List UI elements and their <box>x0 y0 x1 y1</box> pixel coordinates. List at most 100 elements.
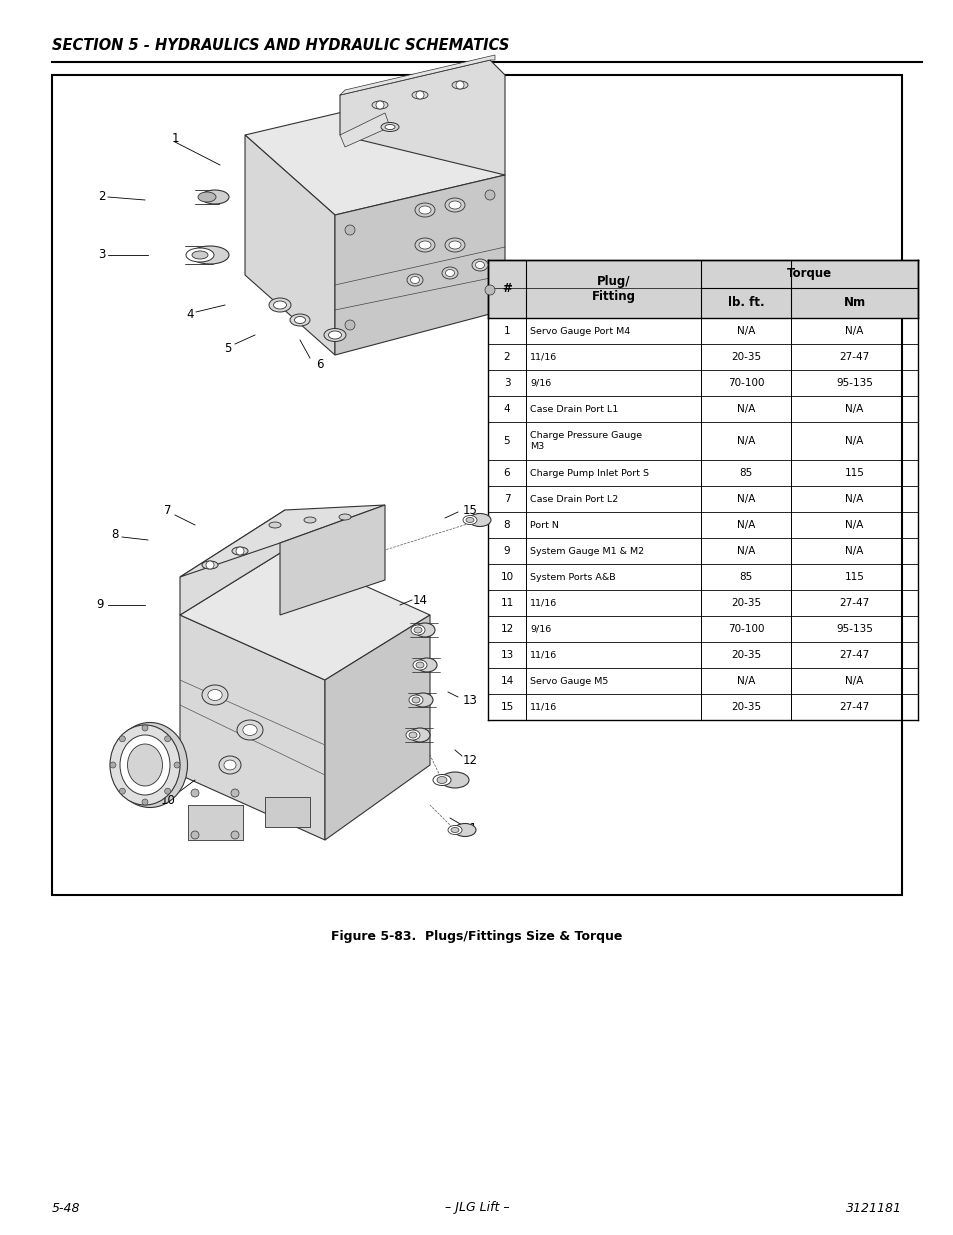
Text: Nm: Nm <box>842 296 864 310</box>
Ellipse shape <box>269 522 281 529</box>
Circle shape <box>345 320 355 330</box>
Circle shape <box>191 789 199 797</box>
Ellipse shape <box>110 725 180 805</box>
Circle shape <box>142 725 148 731</box>
Text: 9/16: 9/16 <box>530 625 551 634</box>
Ellipse shape <box>385 125 395 130</box>
Circle shape <box>165 788 171 794</box>
Ellipse shape <box>409 732 416 739</box>
Bar <box>188 805 243 840</box>
Text: Case Drain Port L2: Case Drain Port L2 <box>530 494 618 504</box>
Text: 2: 2 <box>98 190 106 204</box>
Ellipse shape <box>202 561 218 569</box>
Text: 10: 10 <box>500 572 513 582</box>
Circle shape <box>416 91 423 99</box>
Text: 8: 8 <box>112 529 118 541</box>
Text: System Ports A&B: System Ports A&B <box>530 573 615 582</box>
Text: N/A: N/A <box>844 494 862 504</box>
Text: Charge Pressure Gauge
M3: Charge Pressure Gauge M3 <box>530 431 641 451</box>
Text: 20-35: 20-35 <box>730 352 760 362</box>
Text: 14: 14 <box>500 676 513 685</box>
Ellipse shape <box>410 727 430 742</box>
Polygon shape <box>180 615 325 840</box>
Text: 10: 10 <box>160 794 175 806</box>
Text: 9: 9 <box>96 599 104 611</box>
Text: N/A: N/A <box>844 436 862 446</box>
Text: 115: 115 <box>843 468 863 478</box>
Ellipse shape <box>451 827 458 832</box>
Text: 15: 15 <box>462 504 476 516</box>
Ellipse shape <box>128 743 162 785</box>
Text: 20-35: 20-35 <box>730 701 760 713</box>
Text: N/A: N/A <box>844 326 862 336</box>
Circle shape <box>484 285 495 295</box>
Text: 27-47: 27-47 <box>839 701 869 713</box>
Text: 3121181: 3121181 <box>845 1202 901 1214</box>
Ellipse shape <box>208 689 222 700</box>
Polygon shape <box>180 550 430 680</box>
Ellipse shape <box>186 248 213 262</box>
Text: – JLG Lift –: – JLG Lift – <box>444 1202 509 1214</box>
Ellipse shape <box>436 777 447 783</box>
Text: 4: 4 <box>503 404 510 414</box>
Text: 9: 9 <box>503 546 510 556</box>
Ellipse shape <box>407 274 422 287</box>
Text: 70-100: 70-100 <box>727 624 763 634</box>
Ellipse shape <box>454 824 476 836</box>
Text: 12: 12 <box>462 753 477 767</box>
Text: Servo Gauge Port M4: Servo Gauge Port M4 <box>530 326 630 336</box>
Ellipse shape <box>413 693 433 706</box>
Text: N/A: N/A <box>736 676 755 685</box>
Ellipse shape <box>452 82 468 89</box>
Text: System Gauge M1 & M2: System Gauge M1 & M2 <box>530 547 643 556</box>
Ellipse shape <box>202 685 228 705</box>
Ellipse shape <box>441 267 457 279</box>
Ellipse shape <box>414 627 421 634</box>
Text: 1: 1 <box>172 131 178 144</box>
Text: 1: 1 <box>503 326 510 336</box>
Text: 11/16: 11/16 <box>530 703 557 711</box>
Text: Torque: Torque <box>786 268 831 280</box>
Ellipse shape <box>236 720 263 740</box>
Text: 70-100: 70-100 <box>727 378 763 388</box>
Ellipse shape <box>449 241 460 249</box>
Text: 5-48: 5-48 <box>52 1202 80 1214</box>
Ellipse shape <box>448 825 461 835</box>
Text: 8: 8 <box>503 520 510 530</box>
Circle shape <box>119 736 125 742</box>
Polygon shape <box>280 505 385 615</box>
Ellipse shape <box>418 241 431 249</box>
Circle shape <box>456 82 463 89</box>
Text: 7: 7 <box>164 504 172 516</box>
Ellipse shape <box>294 316 305 324</box>
Circle shape <box>142 799 148 805</box>
Text: 27-47: 27-47 <box>839 352 869 362</box>
Ellipse shape <box>409 695 422 705</box>
Polygon shape <box>180 505 385 577</box>
Ellipse shape <box>415 238 435 252</box>
Ellipse shape <box>462 515 476 525</box>
Ellipse shape <box>416 658 436 672</box>
Polygon shape <box>245 95 504 215</box>
Ellipse shape <box>415 203 435 217</box>
Text: N/A: N/A <box>844 546 862 556</box>
Ellipse shape <box>380 122 398 131</box>
Text: N/A: N/A <box>736 436 755 446</box>
Polygon shape <box>339 61 504 175</box>
Polygon shape <box>245 135 335 354</box>
Ellipse shape <box>411 625 424 635</box>
Polygon shape <box>180 510 285 615</box>
Ellipse shape <box>224 760 235 769</box>
Text: 11/16: 11/16 <box>530 599 557 608</box>
Bar <box>52 75 901 895</box>
Ellipse shape <box>413 659 427 671</box>
Text: N/A: N/A <box>736 404 755 414</box>
Ellipse shape <box>412 697 419 703</box>
Text: N/A: N/A <box>736 326 755 336</box>
Ellipse shape <box>444 198 464 212</box>
Ellipse shape <box>416 662 423 668</box>
Ellipse shape <box>418 206 431 214</box>
Text: Charge Pump Inlet Port S: Charge Pump Inlet Port S <box>530 468 648 478</box>
Circle shape <box>345 225 355 235</box>
Bar <box>265 797 310 827</box>
